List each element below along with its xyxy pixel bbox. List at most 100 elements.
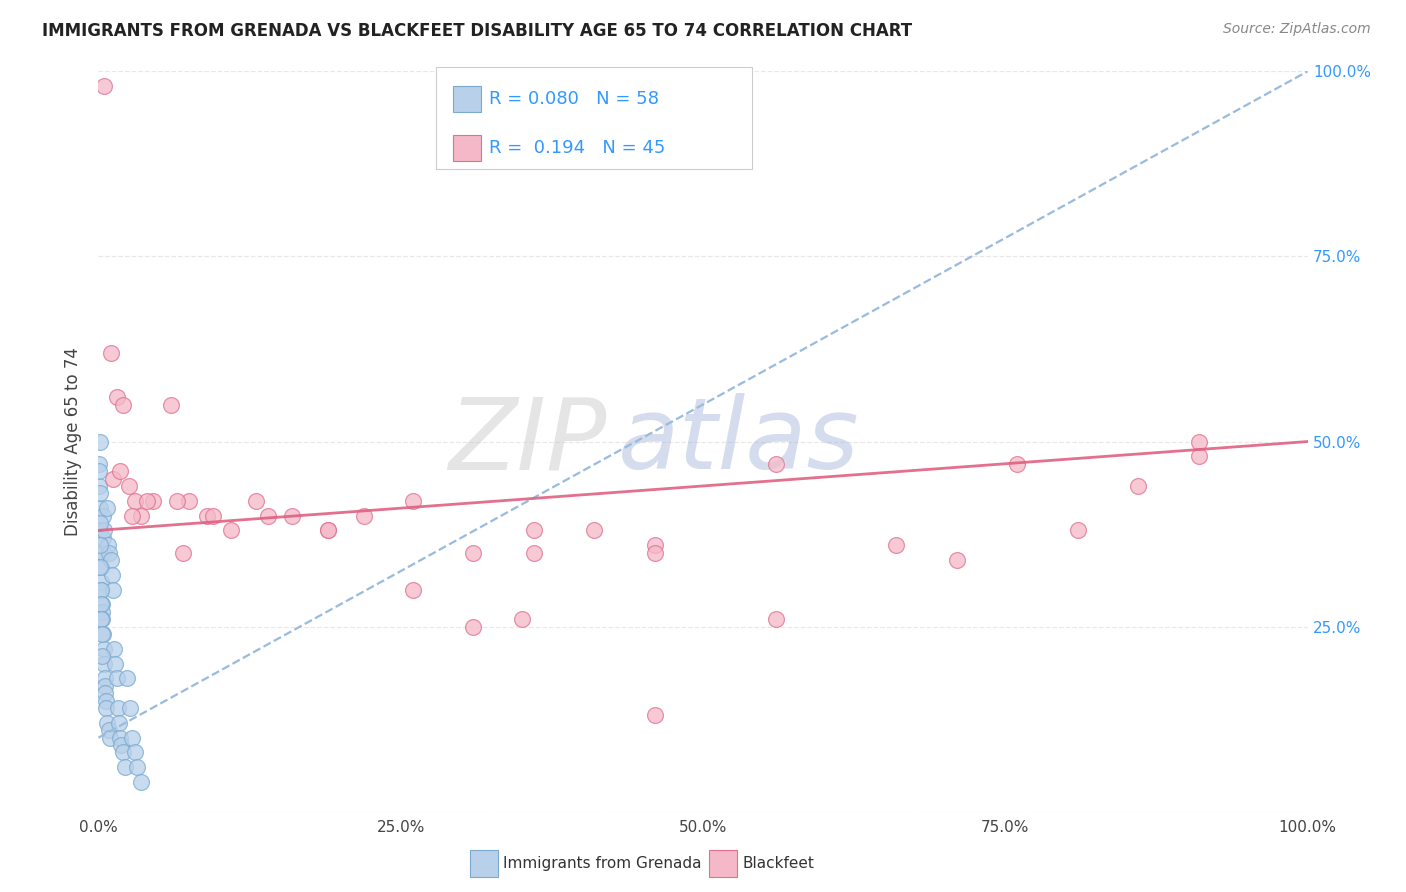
- Text: ZIP: ZIP: [449, 393, 606, 490]
- Point: [93, 657, 115, 671]
- Point: [523, 546, 546, 560]
- Point: [93, 79, 115, 94]
- Point: [160, 398, 183, 412]
- Point: [644, 546, 666, 560]
- Point: [89, 501, 111, 516]
- Point: [94, 694, 117, 708]
- Point: [89, 434, 111, 449]
- Point: [946, 553, 969, 567]
- Point: [353, 508, 375, 523]
- Point: [316, 524, 339, 538]
- Point: [90, 560, 112, 574]
- Point: [105, 672, 128, 686]
- Point: [89, 538, 111, 552]
- Point: [316, 524, 339, 538]
- Point: [510, 612, 533, 626]
- Text: R =  0.194   N = 45: R = 0.194 N = 45: [489, 139, 665, 157]
- Point: [100, 567, 122, 582]
- Point: [89, 479, 111, 493]
- Point: [94, 679, 117, 693]
- Point: [91, 531, 114, 545]
- Text: atlas: atlas: [619, 393, 860, 490]
- Point: [90, 598, 112, 612]
- Point: [90, 582, 112, 597]
- Text: IMMIGRANTS FROM GRENADA VS BLACKFEET DISABILITY AGE 65 TO 74 CORRELATION CHART: IMMIGRANTS FROM GRENADA VS BLACKFEET DIS…: [42, 22, 912, 40]
- Point: [87, 457, 110, 471]
- Point: [121, 508, 143, 523]
- Point: [89, 486, 111, 500]
- Point: [96, 701, 118, 715]
- Point: [104, 657, 127, 671]
- Point: [245, 493, 267, 508]
- Point: [118, 701, 141, 715]
- Point: [127, 760, 149, 774]
- Point: [1188, 450, 1211, 464]
- Point: [97, 723, 120, 738]
- Point: [101, 582, 124, 597]
- Text: R = 0.080   N = 58: R = 0.080 N = 58: [489, 90, 659, 108]
- Point: [1128, 479, 1150, 493]
- Point: [108, 464, 131, 478]
- Point: [105, 390, 128, 404]
- Point: [108, 715, 131, 730]
- Text: Blackfeet: Blackfeet: [742, 856, 814, 871]
- Point: [1188, 434, 1211, 449]
- Point: [111, 398, 134, 412]
- Point: [100, 553, 122, 567]
- Point: [118, 479, 141, 493]
- Point: [121, 731, 143, 745]
- Point: [110, 738, 132, 752]
- Point: [108, 731, 131, 745]
- Point: [91, 546, 114, 560]
- Point: [90, 627, 112, 641]
- Point: [90, 546, 112, 560]
- Point: [90, 649, 112, 664]
- Point: [172, 546, 194, 560]
- Point: [765, 612, 787, 626]
- Point: [886, 538, 908, 552]
- Point: [523, 524, 546, 538]
- Point: [93, 641, 115, 656]
- Point: [90, 575, 112, 590]
- Point: [117, 672, 139, 686]
- Point: [142, 493, 165, 508]
- Point: [114, 760, 136, 774]
- Point: [96, 715, 118, 730]
- Point: [1007, 457, 1029, 471]
- Point: [402, 493, 425, 508]
- Point: [765, 457, 787, 471]
- Point: [98, 731, 121, 745]
- Point: [402, 582, 425, 597]
- Point: [94, 686, 117, 700]
- Point: [256, 508, 278, 523]
- Point: [90, 598, 112, 612]
- Point: [101, 472, 124, 486]
- Point: [111, 746, 134, 760]
- Y-axis label: Disability Age 65 to 74: Disability Age 65 to 74: [65, 347, 83, 536]
- Point: [96, 501, 118, 516]
- Point: [91, 508, 114, 523]
- Point: [93, 524, 115, 538]
- Point: [221, 524, 243, 538]
- Point: [91, 605, 114, 619]
- Point: [463, 546, 485, 560]
- Point: [179, 493, 201, 508]
- Point: [644, 708, 666, 723]
- Point: [107, 701, 129, 715]
- Point: [1067, 524, 1090, 538]
- Point: [91, 612, 114, 626]
- Point: [89, 560, 111, 574]
- Point: [100, 345, 122, 359]
- Point: [463, 619, 485, 633]
- Point: [89, 516, 111, 530]
- Text: Immigrants from Grenada: Immigrants from Grenada: [503, 856, 702, 871]
- Point: [644, 538, 666, 552]
- Point: [89, 524, 111, 538]
- Point: [89, 464, 111, 478]
- Point: [124, 493, 146, 508]
- Point: [166, 493, 188, 508]
- Point: [93, 672, 115, 686]
- Point: [129, 508, 152, 523]
- Text: Source: ZipAtlas.com: Source: ZipAtlas.com: [1223, 22, 1371, 37]
- Point: [202, 508, 225, 523]
